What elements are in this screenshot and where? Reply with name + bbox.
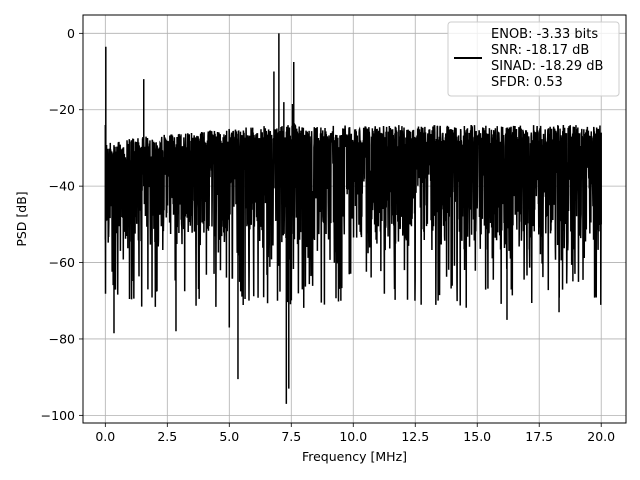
x-tick-label: 12.5: [401, 429, 429, 444]
y-tick-label: −80: [49, 331, 75, 346]
x-tick-label: 17.5: [525, 429, 553, 444]
legend-box: [447, 21, 620, 97]
x-tick-label: 20.0: [587, 429, 615, 444]
y-tick-label: −20: [49, 102, 75, 117]
plot-area: [104, 33, 602, 404]
y-tick-label: −40: [49, 179, 75, 194]
y-axis-label: PSD [dB]: [14, 191, 29, 246]
x-axis-label: Frequency [MHz]: [302, 449, 407, 464]
x-axis-ticks: 0.0 2.5 5.0 7.5 10.0 12.5 15.0 17.5 20.0: [95, 423, 615, 444]
x-tick-label: 2.5: [157, 429, 177, 444]
legend-snr: SNR: -18.17 dB: [491, 43, 589, 58]
y-tick-label: −60: [49, 255, 75, 270]
axes-frame: [82, 14, 627, 424]
psd-series-line: [104, 33, 602, 404]
legend-sinad: SINAD: -18.29 dB: [491, 59, 603, 74]
x-tick-label: 5.0: [219, 429, 239, 444]
legend-enob: ENOB: -3.33 bits: [491, 27, 598, 42]
x-tick-label: 7.5: [281, 429, 301, 444]
x-tick-label: 0.0: [95, 429, 115, 444]
legend: ENOB: -3.33 bits SNR: -18.17 dB SINAD: -…: [447, 21, 620, 97]
y-axis-ticks: 0 −20 −40 −60 −80 −100: [41, 26, 83, 423]
x-tick-label: 10.0: [339, 429, 367, 444]
x-tick-label: 15.0: [463, 429, 491, 444]
y-tick-label: 0: [67, 26, 75, 41]
legend-sfdr: SFDR: 0.53: [491, 75, 563, 90]
y-tick-label: −100: [41, 408, 75, 423]
